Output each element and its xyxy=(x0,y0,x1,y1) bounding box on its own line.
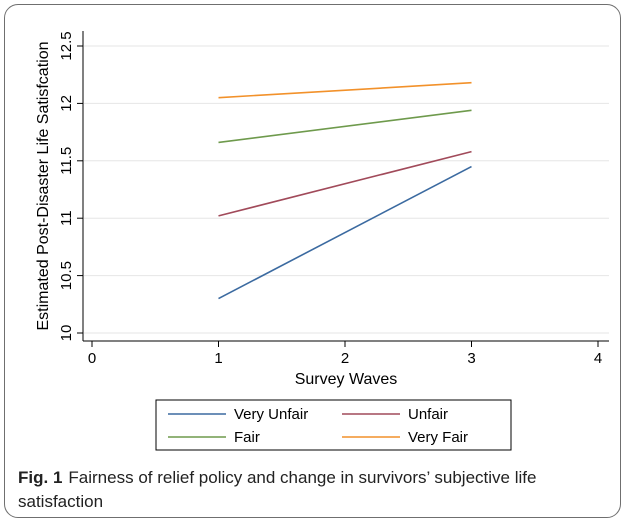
legend-label-unfair: Unfair xyxy=(408,406,448,423)
series-line-very-unfair xyxy=(218,165,472,300)
y-tick-label: 10.5 xyxy=(58,261,75,290)
x-tick-label: 1 xyxy=(214,350,222,367)
series-line-very-fair xyxy=(218,81,472,99)
legend-label-very-fair: Very Fair xyxy=(408,429,468,446)
legend: Very Unfair Unfair Fair Very Fair xyxy=(155,399,512,451)
legend-label-fair: Fair xyxy=(234,429,260,446)
series-line-fair xyxy=(218,109,472,144)
figure-caption-label: Fig. 1 xyxy=(18,468,63,487)
figure-caption-text: Fairness of relief policy and change in … xyxy=(18,468,537,511)
x-tick-label: 4 xyxy=(594,350,602,367)
series-lines xyxy=(218,81,472,300)
x-tick-label: 3 xyxy=(467,350,475,367)
y-tick-label: 10 xyxy=(58,325,75,342)
series-line-unfair xyxy=(218,150,472,217)
x-axis-ticks: 0 1 2 3 4 xyxy=(88,341,602,367)
y-tick-label: 12 xyxy=(58,95,75,112)
y-axis-ticks: 10 10.5 11 11.5 12 12.5 xyxy=(58,31,83,341)
y-tick-label: 12.5 xyxy=(58,31,75,60)
y-tick-label: 11.5 xyxy=(58,147,75,175)
gridlines xyxy=(84,45,609,334)
y-tick-label: 11 xyxy=(58,210,75,226)
x-tick-label: 0 xyxy=(88,350,96,367)
legend-box xyxy=(155,399,512,451)
figure-caption: Fig. 1 Fairness of relief policy and chan… xyxy=(18,466,608,514)
x-tick-label: 2 xyxy=(341,350,349,367)
legend-label-very-unfair: Very Unfair xyxy=(234,406,308,423)
x-axis-title: Survey Waves xyxy=(295,371,398,388)
y-axis-title: Estimated Post-Disaster Life Satisfcatio… xyxy=(35,41,52,330)
axes xyxy=(82,31,609,342)
